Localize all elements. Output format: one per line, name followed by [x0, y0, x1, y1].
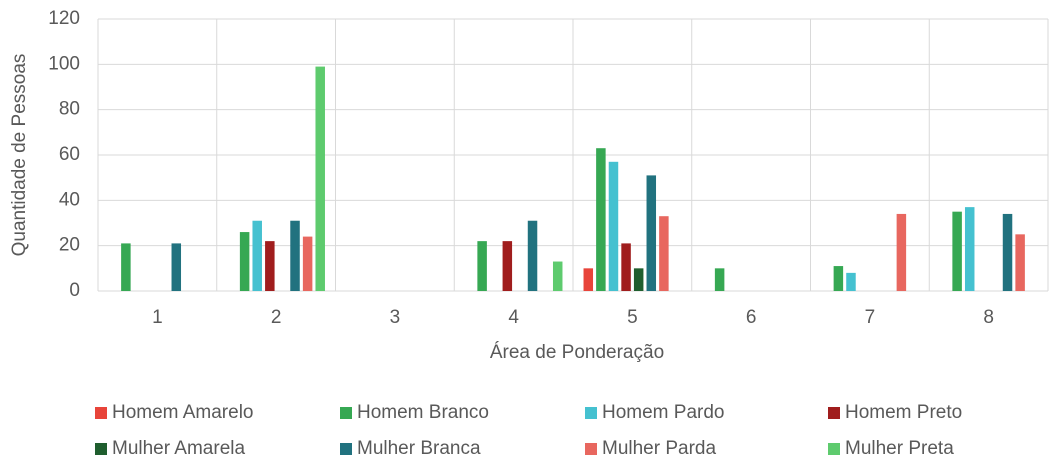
x-tick-label: 4 [508, 307, 519, 328]
bar [1015, 234, 1025, 291]
bar [846, 272, 856, 291]
bar [239, 232, 250, 291]
bar [608, 161, 619, 291]
x-tick-label: 2 [271, 307, 282, 328]
y-tick-label: 0 [69, 280, 80, 301]
bar [646, 175, 657, 291]
x-axis-label: Área de Ponderação [490, 342, 664, 363]
bar [252, 220, 262, 291]
bar [477, 241, 487, 291]
bar [596, 148, 606, 291]
legend-label: Homem Pardo [602, 402, 725, 423]
bar [659, 216, 669, 291]
legend-swatch [340, 443, 352, 455]
legend-swatch [95, 443, 107, 455]
legend-label: Mulher Preta [845, 438, 954, 459]
bar [1002, 213, 1013, 291]
legend-label: Homem Branco [357, 402, 489, 423]
x-tick-label: 7 [865, 307, 876, 328]
bar [121, 243, 131, 291]
bar [290, 220, 300, 291]
legend-label: Mulher Branca [357, 438, 481, 459]
bar [552, 261, 563, 291]
x-tick-label: 6 [746, 307, 757, 328]
bar [315, 66, 325, 291]
legend-swatch [828, 443, 840, 455]
legend-swatch [340, 407, 352, 419]
y-tick-label: 60 [59, 144, 80, 165]
bar [896, 213, 907, 291]
y-tick-label: 100 [48, 53, 80, 74]
bar [527, 220, 538, 291]
y-tick-label: 120 [48, 8, 80, 29]
legend-label: Homem Preto [845, 402, 962, 423]
bar [964, 207, 975, 291]
bar [583, 268, 594, 291]
bar [302, 236, 313, 291]
y-tick-label: 80 [59, 99, 80, 120]
bar [952, 211, 962, 291]
legend-label: Mulher Amarela [112, 438, 245, 459]
bar [265, 241, 275, 291]
bar [502, 241, 513, 291]
y-axis-label: Quantidade de Pessoas [9, 54, 30, 257]
legend-label: Homem Amarelo [112, 402, 254, 423]
legend-label: Mulher Parda [602, 438, 716, 459]
x-tick-label: 5 [627, 307, 638, 328]
bar [621, 243, 631, 291]
legend-swatch [585, 443, 597, 455]
legend-swatch [585, 407, 597, 419]
bar [633, 268, 644, 291]
y-tick-label: 40 [59, 189, 80, 210]
bar [833, 266, 844, 291]
x-tick-label: 1 [152, 307, 163, 328]
x-tick-label: 3 [390, 307, 401, 328]
legend-swatch [95, 407, 107, 419]
x-tick-label: 8 [983, 307, 994, 328]
bar [171, 243, 182, 291]
y-tick-label: 20 [59, 235, 80, 256]
legend-swatch [828, 407, 840, 419]
bar [714, 268, 725, 291]
